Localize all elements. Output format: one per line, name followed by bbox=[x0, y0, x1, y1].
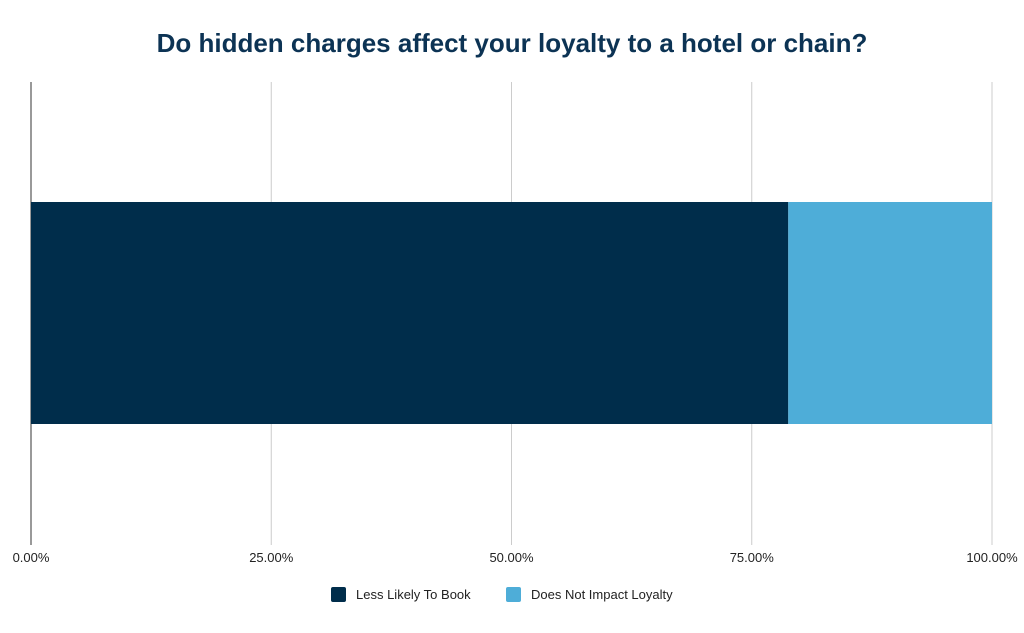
legend-label: Does Not Impact Loyalty bbox=[531, 587, 673, 602]
x-tick-label: 0.00% bbox=[13, 550, 50, 565]
x-tick-label: 100.00% bbox=[966, 550, 1018, 565]
x-tick-label: 25.00% bbox=[249, 550, 294, 565]
x-tick-label: 75.00% bbox=[730, 550, 775, 565]
legend-swatch bbox=[506, 587, 521, 602]
legend-label: Less Likely To Book bbox=[356, 587, 471, 602]
legend-swatch bbox=[331, 587, 346, 602]
chart-title: Do hidden charges affect your loyalty to… bbox=[156, 28, 868, 58]
bar-segment-2 bbox=[788, 202, 992, 424]
x-tick-label: 50.00% bbox=[489, 550, 534, 565]
bar-segment-1 bbox=[31, 202, 789, 424]
